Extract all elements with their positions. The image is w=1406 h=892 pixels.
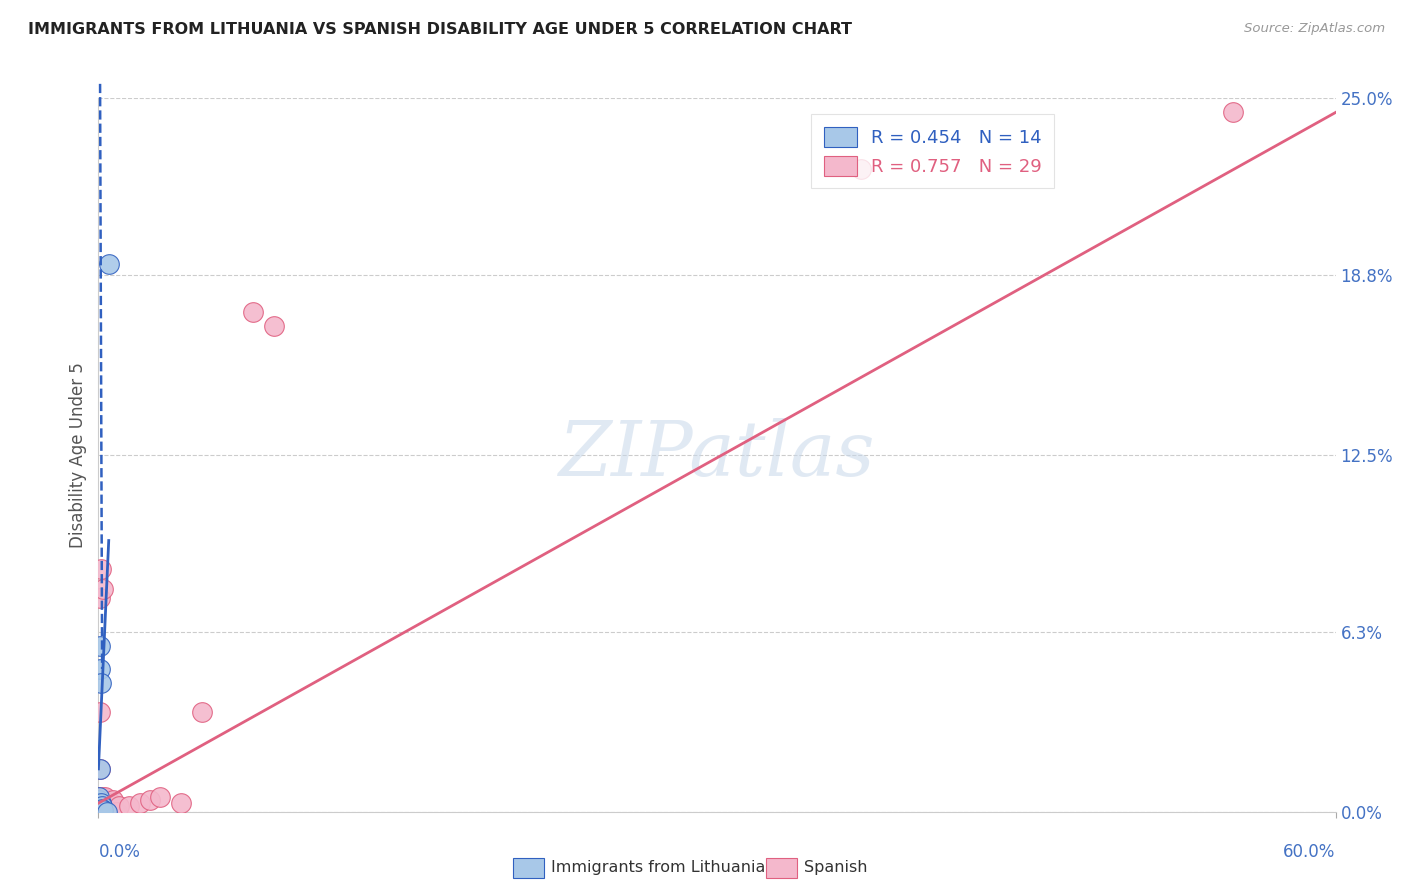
- Point: [90, 676, 112, 690]
- Point: [242, 305, 264, 319]
- Text: Spanish: Spanish: [804, 861, 868, 875]
- Point: [851, 162, 873, 177]
- Point: [96, 802, 118, 816]
- Text: Immigrants from Lithuania: Immigrants from Lithuania: [551, 861, 765, 875]
- Point: [89, 591, 111, 605]
- Text: ZIPatlas: ZIPatlas: [558, 418, 876, 491]
- Point: [190, 705, 212, 719]
- Text: 0.0%: 0.0%: [98, 843, 141, 861]
- Point: [170, 796, 193, 810]
- Point: [100, 796, 122, 810]
- Point: [139, 793, 162, 807]
- Point: [149, 790, 172, 805]
- Point: [87, 793, 110, 807]
- Point: [93, 790, 115, 805]
- Point: [89, 790, 111, 805]
- Point: [90, 799, 112, 814]
- Point: [128, 796, 150, 810]
- Point: [89, 705, 111, 719]
- Point: [91, 802, 114, 816]
- Text: 60.0%: 60.0%: [1284, 843, 1336, 861]
- Point: [89, 762, 111, 776]
- Point: [90, 796, 112, 810]
- Point: [104, 805, 127, 819]
- Point: [263, 319, 285, 334]
- Point: [91, 582, 114, 596]
- Text: IMMIGRANTS FROM LITHUANIA VS SPANISH DISABILITY AGE UNDER 5 CORRELATION CHART: IMMIGRANTS FROM LITHUANIA VS SPANISH DIS…: [28, 22, 852, 37]
- Point: [118, 799, 141, 814]
- Point: [90, 799, 112, 814]
- Point: [89, 802, 111, 816]
- Point: [94, 796, 117, 810]
- Point: [90, 562, 112, 576]
- Point: [89, 639, 111, 653]
- Point: [97, 257, 120, 271]
- Point: [87, 796, 110, 810]
- Point: [105, 805, 128, 819]
- Point: [89, 662, 111, 676]
- Point: [101, 793, 124, 807]
- Point: [89, 790, 111, 805]
- Point: [87, 799, 110, 814]
- Point: [1222, 105, 1244, 120]
- Point: [96, 805, 118, 819]
- Legend: R = 0.454   N = 14, R = 0.757   N = 29: R = 0.454 N = 14, R = 0.757 N = 29: [811, 114, 1054, 188]
- Text: Source: ZipAtlas.com: Source: ZipAtlas.com: [1244, 22, 1385, 36]
- Point: [97, 805, 120, 819]
- Point: [91, 803, 114, 817]
- Y-axis label: Disability Age Under 5: Disability Age Under 5: [69, 362, 87, 548]
- Point: [89, 762, 111, 776]
- Point: [91, 790, 114, 805]
- Point: [93, 799, 115, 814]
- Point: [108, 799, 131, 814]
